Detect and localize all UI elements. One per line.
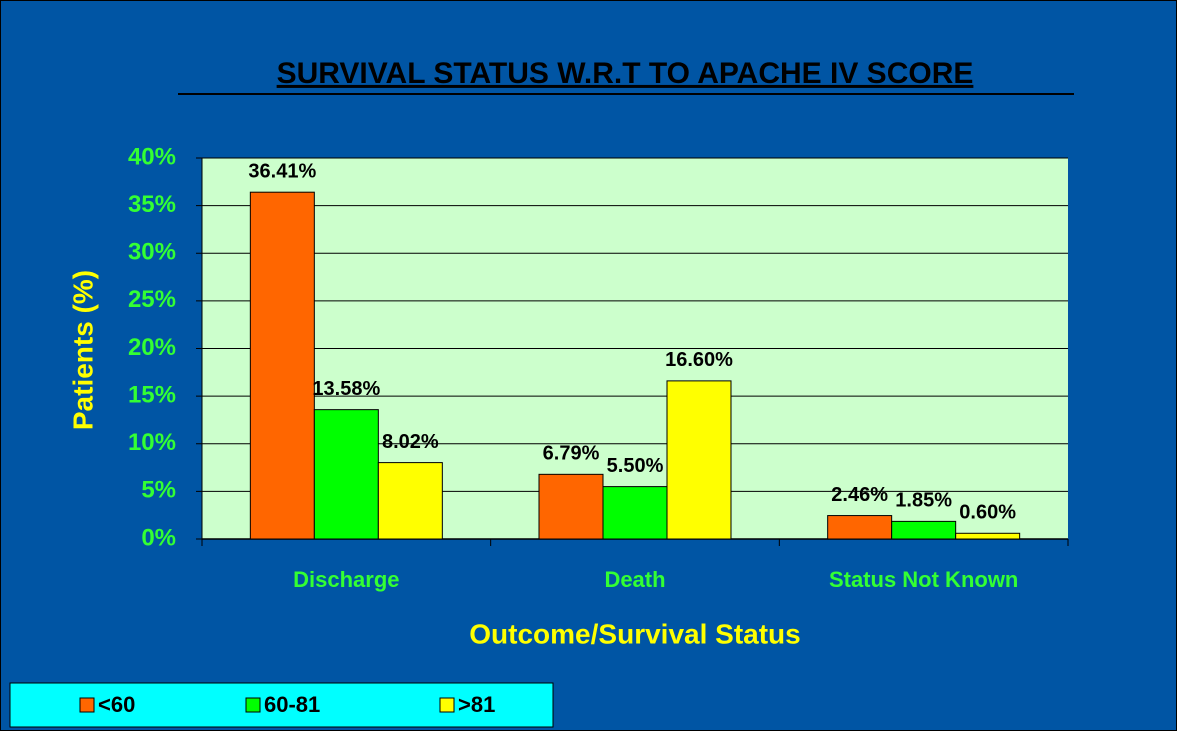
y-tick-label: 5% [141,477,176,504]
value-label: 5.50% [607,455,664,477]
value-label: 1.85% [895,490,952,512]
x-axis-label: Outcome/Survival Status [469,618,800,649]
legend-label: 60-81 [264,692,320,717]
value-label: 0.60% [959,502,1016,524]
bar [827,515,893,540]
y-tick-label: 20% [128,334,176,361]
legend-label: >81 [458,692,495,717]
legend-swatch [439,697,455,713]
legend-label: <60 [98,692,135,717]
bar [313,409,379,540]
chart-title: SURVIVAL STATUS W.R.T TO APACHE IV SCORE [277,57,974,90]
y-tick-label: 35% [128,191,176,218]
bar [538,473,604,540]
legend [9,682,554,728]
value-label: 16.60% [665,349,733,371]
x-tick-label: Discharge [293,567,399,592]
x-tick-label: Death [604,567,665,592]
value-label: 8.02% [382,431,439,453]
bar [249,191,315,540]
value-label: 2.46% [831,484,888,506]
y-tick-label: 0% [141,524,176,551]
y-tick-label: 10% [128,429,176,456]
bar [955,532,1021,540]
legend-swatch [79,697,95,713]
y-axis-label: Patients (%) [67,270,98,430]
y-tick-label: 15% [128,381,176,408]
legend-swatch [245,697,261,713]
y-tick-label: 30% [128,239,176,266]
value-label: 6.79% [543,443,600,465]
bar [602,486,668,540]
x-tick-label: Status Not Known [829,567,1018,592]
value-label: 13.58% [312,378,380,400]
y-tick-label: 40% [128,143,176,170]
bar [377,462,443,540]
bar [666,380,732,540]
value-label: 36.41% [248,160,316,182]
bar [891,520,957,540]
y-tick-label: 25% [128,286,176,313]
